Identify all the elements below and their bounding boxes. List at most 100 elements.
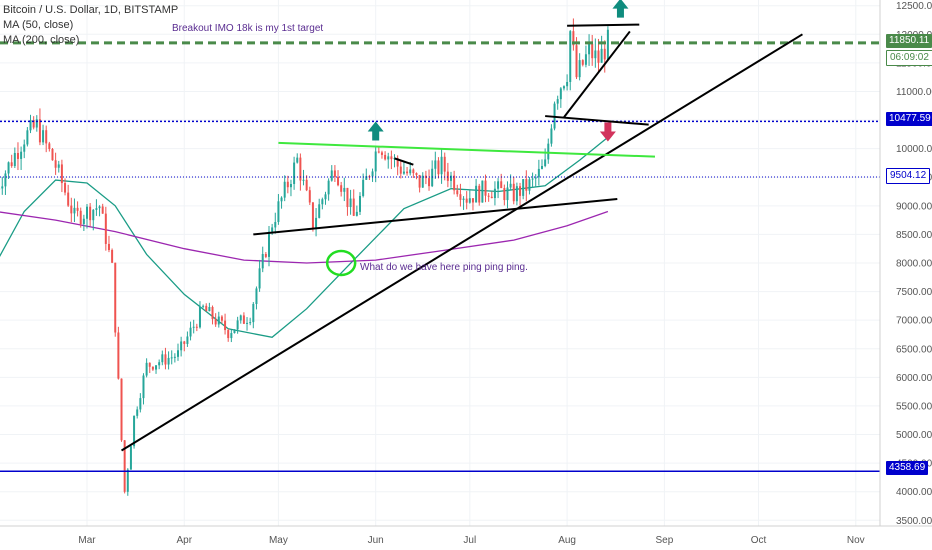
candle-body (412, 169, 415, 174)
candle-body (380, 152, 383, 155)
candle-body (198, 306, 201, 328)
candle-body (104, 213, 107, 244)
candle-body (402, 171, 405, 174)
candle-body (280, 197, 283, 202)
time-axis-labels: Mar Apr May Jun Jul Aug Sep Oct Nov (78, 535, 864, 546)
candle-body (591, 43, 594, 59)
candle-body (365, 176, 368, 180)
candle-body (67, 192, 70, 206)
candle-body (151, 366, 154, 370)
last-price-tag: 11850.11 (886, 34, 932, 48)
candle-body (1, 186, 4, 189)
trendlines (120, 23, 803, 452)
candle-body (242, 315, 245, 324)
y-tick-label: 4000.00 (896, 487, 932, 498)
candle-body (101, 206, 104, 214)
candle-body (528, 179, 531, 191)
candle-body (289, 184, 292, 188)
x-tick-label: Sep (655, 535, 673, 546)
candle-body (293, 162, 296, 185)
candle-body (531, 178, 534, 180)
candle-body (258, 268, 261, 289)
candle-body (23, 144, 26, 152)
candle-body (98, 206, 101, 209)
candle-body (167, 357, 170, 365)
candle-body (594, 50, 597, 59)
candle-body (183, 341, 186, 344)
axes (0, 0, 932, 527)
candle-body (569, 31, 572, 82)
candle-body (173, 356, 176, 358)
candle-body (541, 165, 543, 169)
candle-body (45, 130, 48, 144)
candle-body (64, 183, 67, 193)
candle-body (227, 330, 230, 339)
candle-body (506, 187, 509, 201)
candle-body (343, 187, 346, 192)
candle-body (588, 43, 591, 55)
candle-body (481, 180, 484, 203)
candle-body (252, 303, 255, 323)
candle-body (440, 156, 443, 175)
candle-body (337, 176, 340, 186)
candle-body (503, 188, 506, 201)
candle-body (136, 409, 139, 416)
chart-legend: Bitcoin / U.S. Dollar, 1D, BITSTAMP MA (… (3, 3, 178, 48)
candle-body (330, 170, 333, 181)
candle-body (155, 365, 158, 370)
y-tick-label: 6500.00 (896, 344, 932, 355)
candle-body (217, 316, 220, 325)
y-tick-label: 9000.00 (896, 201, 932, 212)
resistance-line (278, 141, 656, 158)
candle-body (202, 305, 205, 307)
candle-body (600, 48, 603, 63)
breakout-note: Breakout IMO 18k is my 1st target (172, 23, 324, 34)
candle-body (274, 222, 277, 228)
candle-body (249, 322, 252, 324)
candle-body (205, 305, 208, 312)
candle-body (318, 204, 321, 218)
symbol-title: Bitcoin / U.S. Dollar, 1D, BITSTAMP (3, 4, 179, 16)
candle-body (581, 60, 584, 65)
candle-body (142, 375, 145, 399)
candle-body (346, 187, 349, 208)
price-axis-labels: 3500.004000.004500.005000.005500.006000.… (896, 1, 932, 527)
candle-body (509, 183, 512, 188)
candle-body (283, 181, 286, 198)
y-tick-label: 8500.00 (896, 230, 932, 241)
candle-body (534, 177, 537, 179)
candle-body (575, 45, 578, 78)
moving-averages (0, 136, 609, 338)
ping-note: What do we have here ping ping ping. (360, 262, 528, 273)
candle-body (606, 29, 609, 60)
x-tick-label: Aug (558, 535, 576, 546)
candle-body (268, 231, 270, 257)
arrow-down-icon (599, 122, 616, 142)
candle-body (478, 185, 481, 203)
candle-body (522, 179, 525, 196)
candle-body (123, 440, 126, 492)
candle-body (164, 354, 167, 365)
candle-body (415, 173, 418, 175)
ma200-legend: MA (200, close) (3, 34, 80, 46)
candle-body (512, 183, 515, 202)
candle-body (311, 202, 314, 229)
candle-body (547, 143, 550, 160)
candle-body (38, 119, 41, 143)
highlight-circle (325, 249, 357, 277)
candle-body (377, 151, 380, 153)
candle-body (434, 160, 437, 169)
candle-body (296, 157, 299, 163)
level-high-tag: 10477.59 (886, 112, 932, 126)
candle-body (352, 198, 355, 216)
candle-body (35, 119, 38, 128)
candle-body (51, 148, 54, 161)
candle-body (409, 169, 412, 174)
x-tick-label: Nov (847, 535, 865, 546)
candle-body (450, 175, 452, 181)
candle-body (453, 175, 456, 191)
candle-body (192, 326, 195, 328)
candle-body (471, 198, 474, 203)
candle-body (73, 207, 76, 214)
